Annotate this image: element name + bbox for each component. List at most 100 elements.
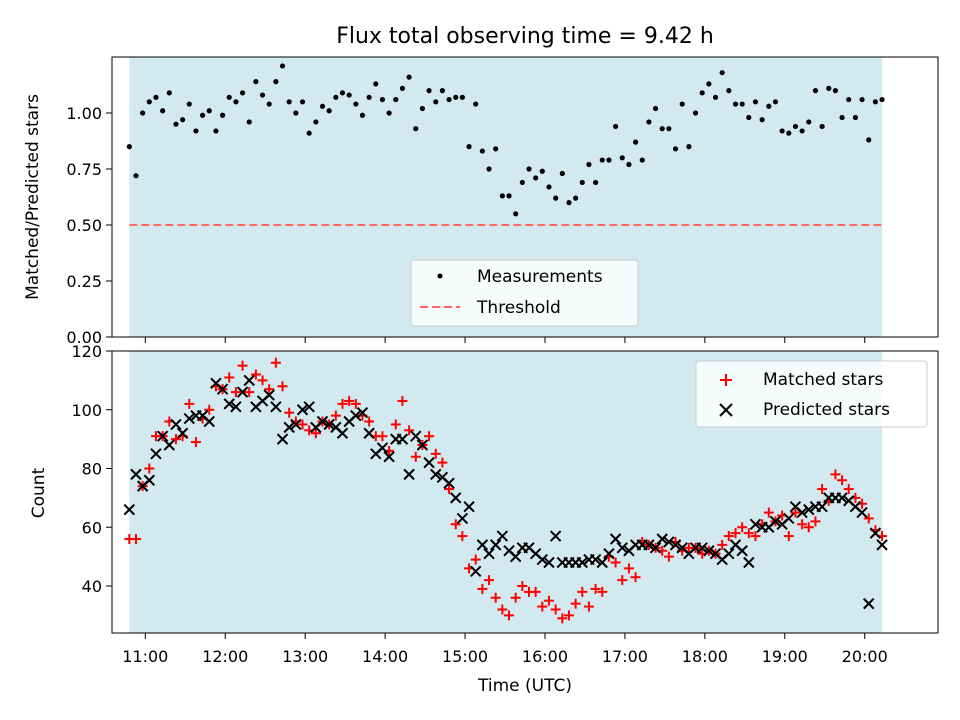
matched-star-point: [497, 604, 508, 615]
matched-star-point: [390, 419, 401, 430]
measurement-point: [373, 81, 379, 87]
predicted-star-point: [656, 533, 668, 545]
predicted-star-point: [456, 512, 469, 525]
measurement-point: [313, 119, 319, 125]
measurement-point: [759, 117, 765, 123]
predicted-star-point: [396, 433, 409, 445]
x-tick-label: 19:00: [762, 647, 808, 666]
measurement-point: [180, 117, 186, 123]
legend-predicted-marker: [719, 403, 733, 417]
predicted-star-point: [303, 401, 315, 413]
measurement-point: [652, 105, 659, 112]
measurement-point: [199, 112, 206, 118]
measurement-point: [586, 161, 592, 168]
measurement-point: [533, 175, 539, 181]
matched-star-point: [264, 384, 275, 395]
predicted-star-point: [450, 492, 462, 504]
predicted-star-point: [836, 492, 848, 504]
ratio-y-tick-label: 0.25: [66, 272, 102, 291]
measurement-point: [726, 88, 732, 94]
measurement-point: [173, 121, 179, 127]
matched-star-point: [170, 434, 181, 445]
measurement-point: [299, 99, 306, 105]
predicted-star-point: [163, 439, 175, 451]
measurement-point: [133, 173, 139, 179]
predicted-star-point: [603, 547, 615, 560]
x-axis-label: Time (UTC): [477, 676, 572, 696]
predicted-star-point: [489, 539, 502, 551]
predicted-star-point: [296, 404, 309, 416]
count-panel: 40 60 80 100 120 11:00 12:00 13:00 14:00 15:00 16…: [29, 342, 939, 696]
predicted-star-point: [363, 427, 375, 439]
measurement-point: [819, 123, 825, 130]
measurement-point: [233, 99, 239, 105]
ratio-x-axis-ticks: [144, 337, 866, 343]
measurement-point: [579, 179, 585, 186]
measurement-point: [573, 195, 579, 201]
measurement-point: [632, 139, 639, 145]
matched-star-point: [270, 357, 281, 368]
measurement-point: [439, 88, 445, 94]
predicted-star-point: [476, 539, 489, 551]
matched-star-point: [517, 581, 528, 591]
x-tick-label: 11:00: [122, 647, 168, 666]
measurement-point: [166, 90, 172, 96]
predicted-star-point: [576, 556, 588, 569]
measurement-point: [366, 94, 372, 100]
measurement-point: [146, 99, 152, 105]
predicted-star-point: [383, 451, 395, 463]
matched-star-point: [297, 419, 308, 430]
x-tick-label: 12:00: [202, 647, 248, 666]
predicted-star-point: [589, 553, 602, 566]
measurement-point: [812, 88, 819, 94]
measurement-point: [666, 126, 672, 132]
matched-star-point: [610, 557, 621, 568]
matched-star-point: [570, 598, 581, 609]
measurement-point: [213, 128, 219, 134]
predicted-star-point: [283, 421, 295, 434]
ratio-y-tick-label: 1.00: [66, 104, 102, 123]
predicted-star-point: [723, 547, 735, 560]
measurement-point: [566, 200, 572, 206]
predicted-star-point: [543, 556, 555, 569]
measurement-point: [612, 123, 619, 130]
measurements-series: [126, 63, 885, 217]
measurement-point: [779, 128, 785, 134]
predicted-star-point: [236, 386, 249, 398]
matched-star-point: [450, 519, 461, 530]
predicted-star-point: [356, 406, 369, 419]
count-legend: Matched stars Predicted stars: [695, 360, 928, 428]
matched-star-point: [550, 604, 561, 615]
predicted-star-point: [423, 456, 435, 469]
measurement-point: [160, 108, 166, 114]
predicted-star-point: [170, 418, 182, 431]
predicted-star-point: [123, 503, 136, 516]
matched-star-point: [237, 360, 248, 371]
measurement-point: [246, 119, 252, 125]
count-y-axis: 40 60 80 100 120: [71, 342, 112, 596]
matched-star-point: [737, 522, 748, 533]
measurement-point: [186, 101, 192, 107]
matched-star-point: [444, 484, 455, 495]
matched-star-point: [583, 601, 594, 612]
matched-star-point: [817, 484, 828, 495]
matched-star-point: [597, 586, 608, 597]
legend-threshold-label: Threshold: [476, 298, 561, 318]
predicted-star-point: [549, 530, 562, 542]
count-x-axis: 11:00 12:00 13:00 14:00 15:00 16:00 17:00 18:00…: [122, 633, 888, 666]
predicted-star-point: [769, 515, 782, 528]
predicted-star-point: [816, 500, 828, 513]
measurement-point: [266, 101, 272, 107]
predicted-star-point: [230, 401, 242, 413]
measurement-point: [453, 94, 459, 100]
matched-star-point: [797, 519, 808, 530]
predicted-star-point: [863, 597, 875, 610]
measurement-point: [732, 101, 739, 107]
measurement-point: [126, 144, 132, 150]
predicted-star-point: [783, 512, 795, 525]
predicted-star-point: [696, 542, 708, 554]
ratio-y-tick-label: 0.00: [66, 328, 102, 347]
matched-star-point: [630, 572, 641, 583]
matched-star-point: [310, 428, 321, 439]
